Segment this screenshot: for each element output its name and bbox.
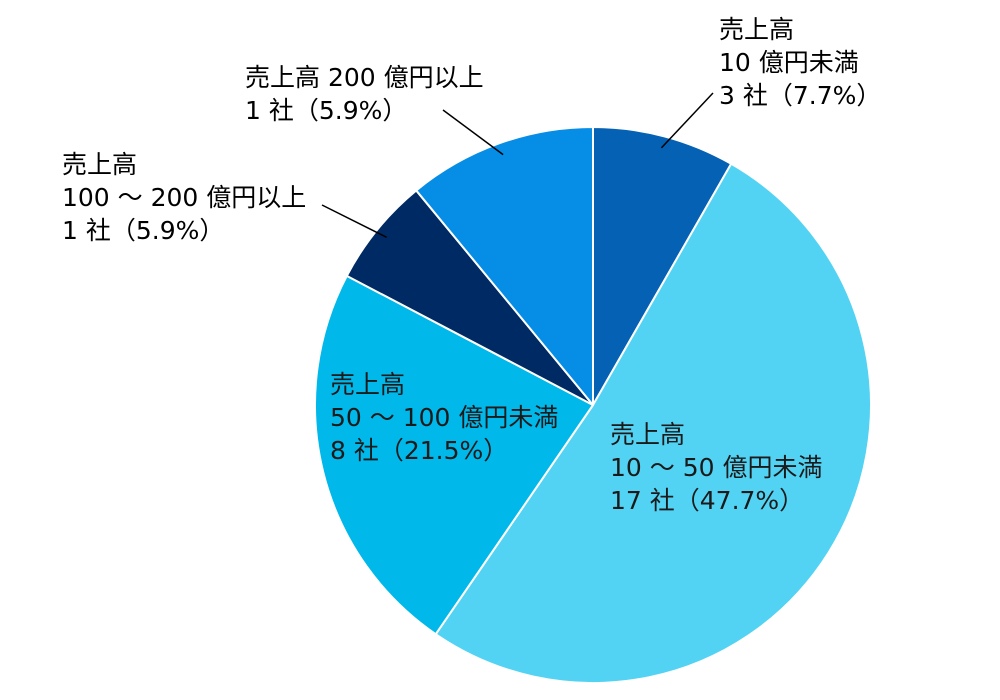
label-100-200-line1: 売上高 [62,150,138,179]
leader-line-100-200 [321,204,387,238]
label-50-100: 売上高 50 ～ 100 億円未満 8 社（21.5%） [330,368,558,467]
label-under-10-line1: 売上高 [719,15,795,44]
label-under-10: 売上高 10 億円未満 3 社（7.7%） [719,13,881,112]
label-10-50-line3: 17 社（47.7%） [610,486,805,515]
label-over-200: 売上高 200 億円以上 1 社（5.9%） [245,61,484,127]
label-50-100-line1: 売上高 [330,370,406,399]
label-10-50-line2: 10 ～ 50 億円未満 [610,453,823,482]
label-50-100-line2: 50 ～ 100 億円未満 [330,403,559,432]
slice-over-200 [415,126,594,406]
label-50-100-line3: 8 社（21.5%） [330,436,509,465]
slice-10-50 [434,162,872,684]
slice-under-10 [592,126,733,406]
leader-line-under-10 [660,92,714,149]
label-under-10-line2: 10 億円未満 [719,48,859,77]
label-10-50: 売上高 10 ～ 50 億円未満 17 社（47.7%） [610,418,822,517]
label-10-50-line1: 売上高 [610,420,686,449]
label-over-200-line1: 売上高 200 億円以上 [245,63,484,92]
label-over-200-line2: 1 社（5.9%） [245,96,408,125]
label-100-200-line2: 100 ～ 200 億円以上 [62,183,307,212]
label-100-200-line3: 1 社（5.9%） [62,216,225,245]
label-under-10-line3: 3 社（7.7%） [719,81,882,110]
slice-50-100 [313,274,594,636]
label-100-200: 売上高 100 ～ 200 億円以上 1 社（5.9%） [62,148,306,247]
leader-line-over-200 [442,109,504,156]
